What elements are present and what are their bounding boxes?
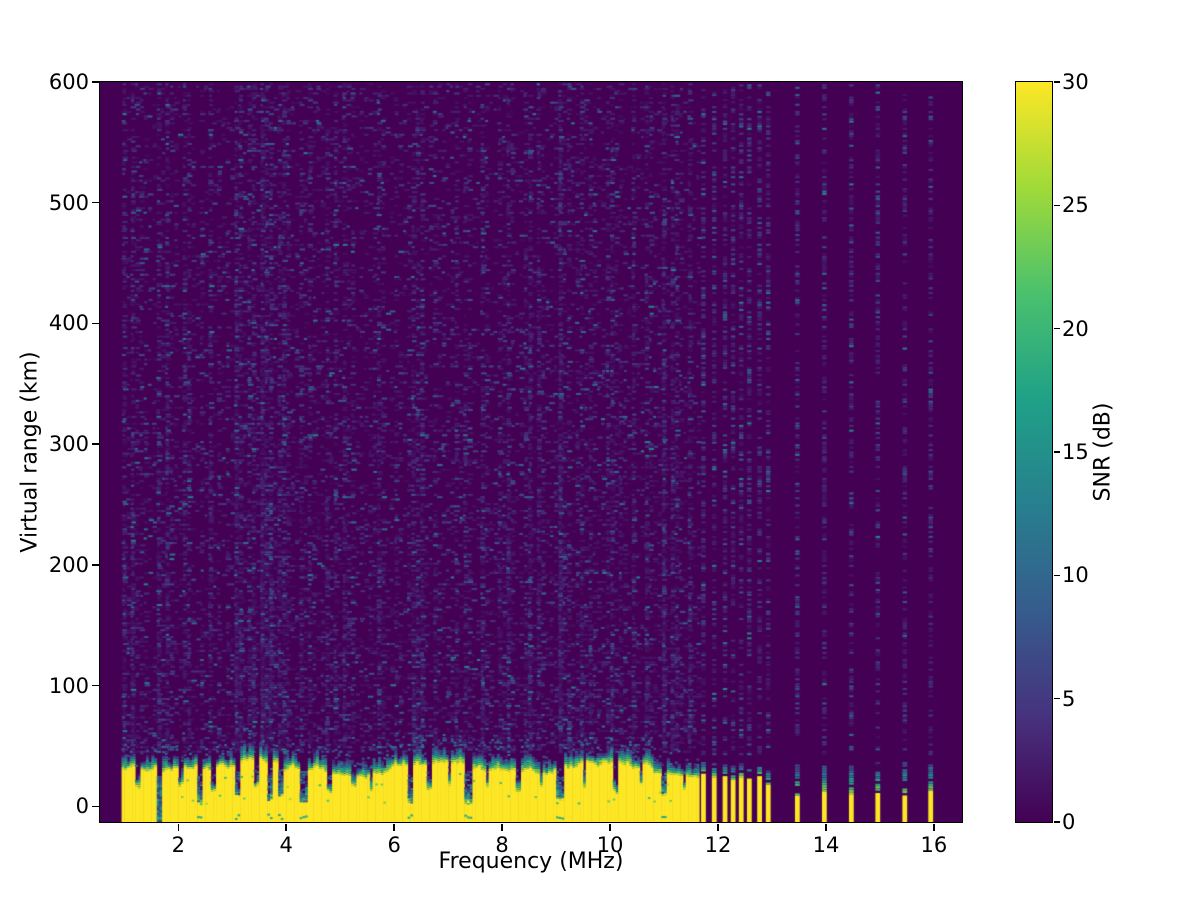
y-tick-mark <box>91 564 99 566</box>
x-tick-label: 12 <box>704 833 732 857</box>
colorbar-tick-label: 15 <box>1062 440 1089 464</box>
x-tick-mark <box>717 824 719 831</box>
colorbar-tick-label: 30 <box>1062 70 1089 94</box>
colorbar-tick-label: 20 <box>1062 316 1089 341</box>
y-tick-label: 100 <box>48 673 89 698</box>
y-tick-mark <box>91 805 99 808</box>
x-axis-label: Frequency (MHz) <box>438 849 624 874</box>
colorbar-tick-label: 0 <box>1062 810 1076 834</box>
y-tick-label: 400 <box>48 311 89 336</box>
y-tick-label: 200 <box>48 552 89 577</box>
colorbar-tick-mark <box>1053 451 1060 453</box>
x-tick-mark <box>285 824 287 831</box>
x-tick-label: 4 <box>279 833 293 857</box>
y-tick-mark <box>91 81 99 83</box>
colorbar-tick-mark <box>1053 81 1060 83</box>
colorbar-tick-mark <box>1053 327 1060 330</box>
colorbar-tick-label: 10 <box>1062 563 1089 588</box>
x-tick-label: 8 <box>495 833 509 857</box>
x-tick-label: 10 <box>596 833 624 857</box>
y-tick-mark <box>91 201 99 204</box>
x-tick-mark <box>393 824 395 831</box>
y-tick-mark <box>91 443 99 445</box>
x-tick-label: 14 <box>812 833 840 857</box>
y-tick-mark <box>91 684 99 687</box>
x-tick-mark <box>501 824 503 831</box>
colorbar-tick-mark <box>1053 574 1060 577</box>
y-tick-label: 600 <box>48 70 89 94</box>
colorbar-tick-mark <box>1053 204 1060 207</box>
y-tick-label: 300 <box>48 432 89 457</box>
colorbar <box>1014 80 1053 823</box>
colorbar-gradient <box>1015 81 1052 822</box>
colorbar-label: SNR (dB) <box>1090 402 1116 502</box>
x-tick-mark <box>609 824 611 831</box>
x-tick-label: 16 <box>920 833 948 857</box>
y-tick-label: 500 <box>48 190 89 215</box>
x-tick-mark <box>177 824 179 831</box>
x-tick-label: 6 <box>387 833 401 857</box>
heatmap-canvas <box>99 81 962 822</box>
colorbar-tick-label: 25 <box>1062 193 1089 218</box>
x-tick-mark <box>825 824 827 831</box>
colorbar-tick-mark <box>1053 697 1060 700</box>
x-tick-mark <box>933 824 935 831</box>
y-tick-label: 0 <box>75 794 89 819</box>
colorbar-tick-label: 5 <box>1062 686 1076 711</box>
y-axis-label: Virtual range (km) <box>17 351 43 553</box>
x-tick-label: 2 <box>171 833 185 857</box>
ionogram-plot <box>98 80 963 823</box>
y-tick-mark <box>91 322 99 325</box>
colorbar-tick-mark <box>1053 821 1060 823</box>
